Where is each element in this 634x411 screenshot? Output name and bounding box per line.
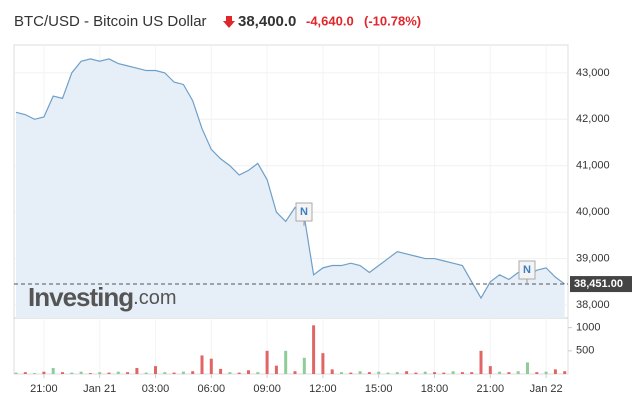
volume-tick-label: 1000 [576, 322, 600, 334]
x-tick-label: 12:00 [309, 383, 337, 395]
x-tick-label: 21:00 [30, 383, 58, 395]
price-area [16, 58, 565, 319]
quote-change: -4,640.0 [306, 13, 354, 28]
x-tick-label: 21:00 [477, 383, 505, 395]
volume-bar [163, 372, 167, 374]
volume-bar [470, 372, 474, 374]
volume-bar [321, 353, 325, 374]
last-price-label: 38,451.00 [574, 278, 623, 290]
volume-tick-label: 500 [576, 345, 594, 357]
volume-bar [479, 350, 483, 374]
x-tick-label: 06:00 [198, 383, 226, 395]
chart-title: BTC/USD - Bitcoin US Dollar [14, 13, 207, 30]
y-tick-label: 38,000 [576, 299, 610, 311]
watermark-brand: Investing [28, 282, 133, 312]
volume-bar [442, 372, 446, 374]
volume-bar [51, 367, 55, 374]
volume-bar [460, 372, 464, 374]
volume-bar [228, 372, 232, 374]
volume-bar [98, 372, 102, 374]
volume-bar [377, 371, 381, 374]
volume-bar [488, 366, 492, 374]
volume-bar [535, 372, 539, 374]
volume-bar [181, 371, 185, 374]
volume-bar [284, 350, 288, 374]
volume-bar [563, 371, 567, 374]
volume-bar [107, 372, 111, 374]
volume-bar [349, 372, 353, 374]
volume-bar [33, 373, 37, 374]
volume-bar [126, 372, 130, 374]
x-tick-label: 15:00 [365, 383, 393, 395]
volume-bar [247, 370, 250, 374]
news-marker [295, 202, 313, 222]
volume-bar [451, 371, 455, 374]
volume-bar [144, 372, 148, 374]
volume-bar [367, 372, 371, 374]
y-tick-label: 42,000 [576, 113, 610, 125]
news-marker-label: N [300, 206, 308, 218]
volume-bar [237, 372, 241, 374]
volume-bar [116, 371, 120, 374]
volume-bar [507, 372, 511, 374]
volume-bar [553, 369, 557, 374]
x-tick-label: Jan 22 [530, 383, 563, 395]
volume-bar [256, 372, 260, 374]
volume-bar [200, 355, 204, 374]
volume-bar [544, 371, 548, 374]
y-tick-label: 41,000 [576, 160, 610, 172]
volume-bar [209, 358, 213, 374]
volume-bar [42, 371, 46, 374]
volume-bar [219, 368, 223, 374]
down-arrow [223, 16, 235, 28]
x-tick-label: 18:00 [421, 383, 449, 395]
volume-bar [293, 371, 297, 374]
volume-bar [265, 350, 269, 374]
volume-bar [14, 372, 18, 374]
news-marker-label: N [523, 264, 531, 276]
volume-bar [79, 371, 83, 374]
x-tick-label: Jan 21 [83, 383, 116, 395]
volume-bar [172, 372, 176, 374]
volume-bar [70, 372, 74, 374]
y-tick-label: 39,000 [576, 252, 610, 264]
volume-bar [61, 372, 64, 374]
volume-bar [23, 372, 27, 374]
volume-bar [154, 366, 157, 374]
y-tick-label: 43,000 [576, 67, 610, 79]
volume-bar [302, 357, 306, 374]
watermark: Investing.com [28, 282, 176, 312]
plot-frame [13, 44, 569, 375]
volume-bar [386, 372, 390, 374]
volume-bar [135, 367, 139, 374]
volume-bar [405, 371, 409, 374]
volume-bar [423, 371, 427, 374]
volume-bar [274, 365, 278, 374]
quote-change-percent: (-10.78%) [364, 13, 421, 28]
volume-bar [395, 372, 399, 374]
x-tick-label: 03:00 [142, 383, 170, 395]
y-tick-label: 40,000 [576, 206, 610, 218]
volume-bar [88, 373, 92, 374]
volume-bar [330, 369, 334, 374]
news-marker [518, 260, 536, 280]
last-price-tag [570, 276, 632, 293]
volume-bar [358, 371, 362, 374]
volume-bar [498, 371, 502, 374]
volume-bar [340, 372, 343, 374]
x-tick-label: 09:00 [253, 383, 281, 395]
volume-bar [312, 325, 316, 374]
watermark-suffix: .com [133, 287, 176, 309]
volume-bar [414, 372, 418, 374]
volume-bar [526, 362, 529, 374]
quote-price: 38,400.0 [238, 13, 296, 30]
volume-bar [516, 371, 520, 374]
volume-bar [191, 371, 195, 374]
volume-bar [433, 372, 436, 374]
price-line [15, 58, 566, 300]
